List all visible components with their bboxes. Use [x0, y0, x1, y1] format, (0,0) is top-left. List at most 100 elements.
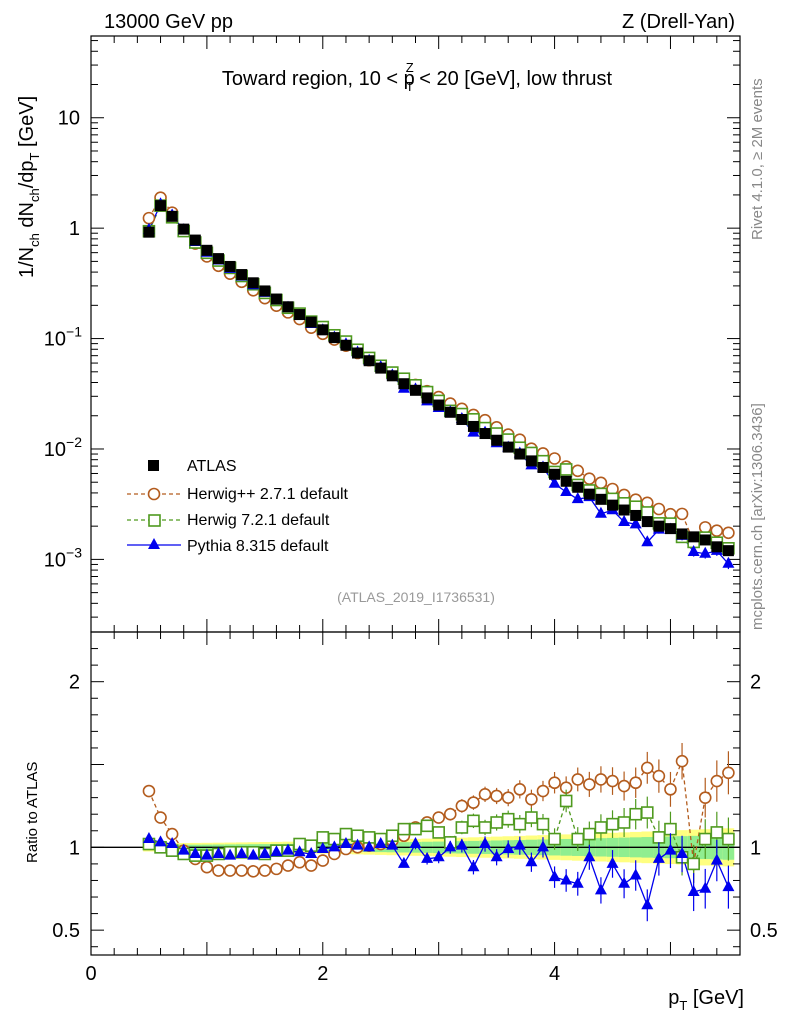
- atlas-point: [398, 378, 410, 390]
- herwigpp-ratio-point: [455, 799, 469, 813]
- herwig7-ratio-point: [432, 826, 445, 839]
- pythia-ratio-point: [467, 860, 480, 872]
- herwigpp-point: [698, 521, 712, 534]
- atlas-point: [421, 392, 433, 404]
- atlas-point: [525, 455, 537, 467]
- atlas-point: [572, 481, 584, 493]
- herwigpp-point: [583, 472, 596, 485]
- atlas-point: [375, 362, 387, 374]
- herwigpp-ratio-point: [617, 779, 631, 793]
- pythia-ratio-point: [421, 851, 434, 863]
- legend-herwig7: Herwig 7.2.1 default: [127, 512, 330, 529]
- pythia-ratio-point: [444, 840, 457, 852]
- main-ylabel: 1/Nch dNch/dpT [GeV]: [16, 96, 42, 278]
- herwig7-ratio-point: [513, 817, 527, 831]
- pythia-point: [571, 492, 584, 504]
- atlas-point: [607, 499, 619, 511]
- pythia-ratio-point: [351, 838, 364, 850]
- atlas-point: [155, 200, 167, 212]
- atlas-point: [340, 339, 352, 351]
- herwig7-ratio-point: [490, 816, 503, 829]
- ylabel-sub: ch: [27, 188, 42, 202]
- pythia-ratio-point: [676, 846, 689, 858]
- atlas-point: [676, 528, 688, 540]
- atlas-point: [479, 428, 491, 440]
- process-label: Z (Drell-Yan): [622, 11, 735, 33]
- herwig7-point: [559, 463, 573, 476]
- atlas-point: [201, 244, 213, 256]
- pythia-ratio-point: [560, 873, 573, 885]
- herwigpp-ratio-point: [594, 773, 608, 786]
- herwig7-ratio-point: [594, 821, 608, 834]
- herwigpp-ratio-point: [722, 766, 735, 780]
- ratio-ylabel-text: Ratio to ATLAS: [24, 762, 41, 863]
- pythia-ratio-point: [722, 880, 735, 892]
- herwig7-ratio-point: [420, 819, 434, 833]
- xlabel: pT [GeV]: [668, 987, 744, 1013]
- atlas-point: [722, 545, 734, 557]
- herwigpp-ratio-point: [640, 761, 654, 775]
- pythia-ratio-point: [247, 848, 260, 860]
- herwig7-ratio-point: [478, 821, 492, 834]
- analysis-reference: (ATLAS_2019_I1736531): [337, 589, 495, 605]
- pythia-ratio-point: [606, 856, 619, 868]
- pythia-ratio-point: [618, 876, 631, 888]
- herwigpp-ratio-point: [675, 754, 689, 768]
- atlas-point: [688, 531, 700, 543]
- atlas-point: [236, 269, 248, 281]
- pythia-ratio-point: [142, 832, 155, 844]
- pythia-ratio-point: [166, 837, 179, 849]
- herwig7-ratio-point: [525, 811, 538, 824]
- pythia-ratio-point: [432, 850, 445, 862]
- legend-herwigpp-label: Herwig++ 2.7.1 default: [187, 486, 349, 503]
- herwig7-ratio-point: [559, 794, 573, 808]
- herwigpp-point: [594, 476, 608, 490]
- herwigpp-ratio-point: [501, 791, 515, 804]
- herwigpp-ratio-point: [698, 791, 712, 804]
- pythia-ratio-point: [409, 837, 422, 849]
- herwigpp-ratio-point: [304, 859, 318, 872]
- herwig7-ratio-point: [501, 812, 515, 826]
- legend-pythia: Pythia 8.315 default: [127, 538, 329, 555]
- pythia-ratio-point: [455, 838, 468, 850]
- herwig7-ratio-point: [409, 822, 422, 836]
- atlas-point: [259, 285, 271, 297]
- atlas-point: [711, 541, 723, 553]
- pythia-ratio-point: [235, 846, 248, 858]
- herwigpp-ratio-point: [629, 776, 642, 790]
- herwig7-ratio-point: [722, 832, 735, 846]
- herwigpp-point: [548, 452, 561, 465]
- pythia-ratio-point: [258, 846, 271, 858]
- legend-herwig7-marker: [148, 514, 161, 527]
- atlas-point: [317, 324, 329, 336]
- herwigpp-ratio-point: [246, 865, 260, 878]
- pythia-ratio-point: [710, 853, 723, 865]
- herwig7-ratio-point: [652, 831, 666, 844]
- atlas-point: [433, 399, 445, 411]
- pythia-point: [618, 514, 631, 526]
- x-tick-label: 2: [317, 963, 328, 985]
- legend-herwigpp: Herwig++ 2.7.1 default: [127, 486, 349, 503]
- atlas-point: [270, 293, 282, 305]
- herwig7-ratio-point: [467, 814, 480, 828]
- x-tick-label: 4: [549, 963, 560, 985]
- herwigpp-point: [652, 502, 666, 516]
- legend-herwig7-label: Herwig 7.2.1 default: [187, 512, 330, 529]
- pythia-ratio-point: [652, 851, 665, 863]
- title-sub: T: [406, 79, 414, 94]
- herwig7-ratio-point: [617, 816, 631, 829]
- ylabel-part: [GeV]: [16, 96, 38, 153]
- ratio-y-tick-label-right: 0.5: [750, 920, 778, 942]
- ylabel-sub: ch: [27, 233, 42, 247]
- pythia-ratio-point: [386, 838, 399, 850]
- pythia-ratio-point: [200, 848, 213, 860]
- pythia-ratio-point: [502, 841, 515, 853]
- atlas-point: [352, 347, 364, 359]
- atlas-point: [699, 534, 711, 546]
- pythia-ratio-point: [525, 855, 538, 867]
- legend-atlas-marker: [148, 460, 159, 471]
- pythia-ratio-point: [154, 835, 167, 847]
- xlabel-sub: T: [679, 998, 687, 1013]
- herwig7-ratio-point: [571, 832, 585, 846]
